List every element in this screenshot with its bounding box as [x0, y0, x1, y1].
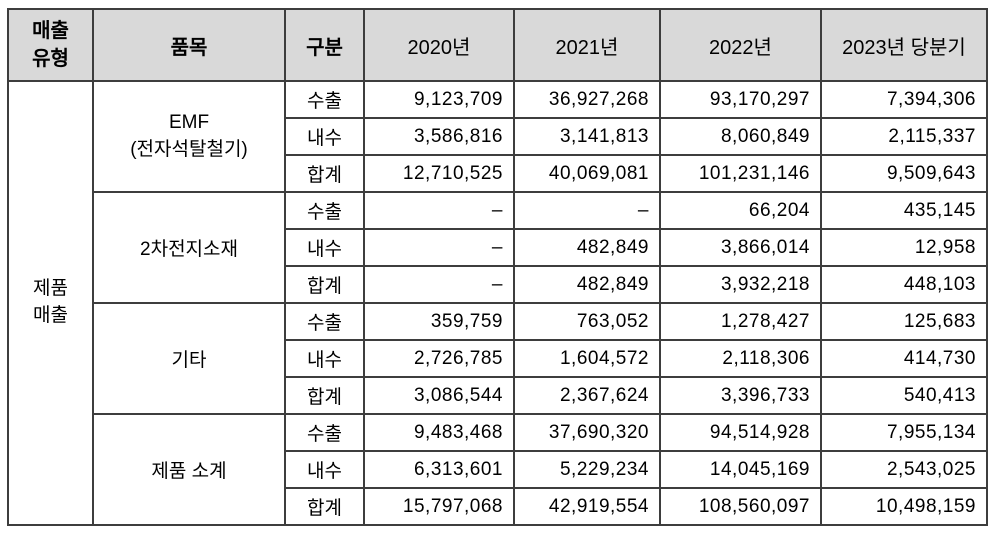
- cell-category: 합계: [284, 487, 365, 526]
- header-sales-type: 매출 유형: [7, 8, 94, 82]
- cell-value: 359,759: [363, 302, 515, 341]
- cell-value: 2,543,025: [820, 450, 988, 489]
- cell-value: 15,797,068: [363, 487, 515, 526]
- cell-value: 482,849: [513, 228, 661, 267]
- cell-value: 448,103: [820, 265, 988, 304]
- cell-value: 10,498,159: [820, 487, 988, 526]
- cell-value: 108,560,097: [659, 487, 822, 526]
- header-year-2023-quarter: 2023년 당분기: [820, 8, 988, 82]
- cell-value: –: [363, 191, 515, 230]
- cell-item-emf: EMF (전자석탈철기): [92, 80, 286, 193]
- cell-value: 94,514,928: [659, 413, 822, 452]
- cell-value: 125,683: [820, 302, 988, 341]
- cell-value: 3,086,544: [363, 376, 515, 415]
- cell-item-battery-material: 2차전지소재: [92, 191, 286, 304]
- cell-item-product-subtotal: 제품 소계: [92, 413, 286, 526]
- table-row: 내수 – 482,849 3,866,014 12,958: [8, 228, 988, 267]
- header-item: 품목: [92, 8, 286, 82]
- header-year-2022: 2022년: [659, 8, 822, 82]
- cell-value: 3,866,014: [659, 228, 822, 267]
- cell-value: 93,170,297: [659, 80, 822, 119]
- cell-value: 3,396,733: [659, 376, 822, 415]
- cell-value: 9,509,643: [820, 154, 988, 193]
- cell-category: 내수: [284, 339, 365, 378]
- table-row: 기타 수출 359,759 763,052 1,278,427 125,683: [8, 302, 988, 415]
- cell-value: 7,394,306: [820, 80, 988, 119]
- cell-category: 수출: [284, 302, 365, 341]
- cell-value: 9,123,709: [363, 80, 515, 119]
- cell-value: 7,955,134: [820, 413, 988, 452]
- cell-category: 합계: [284, 265, 365, 304]
- table-row: 내수 3,586,816 3,141,813 8,060,849 2,115,3…: [8, 117, 988, 156]
- table-row: 내수 2,726,785 1,604,572 2,118,306 414,730: [8, 339, 988, 378]
- cell-category: 내수: [284, 228, 365, 267]
- cell-value: –: [363, 265, 515, 304]
- table-row: 2차전지소재 수출 – – 66,204 435,145: [8, 191, 988, 304]
- sales-breakdown-table: 매출 유형 품목 구분 2020년 2021년 2022년 2023년 당분기 …: [7, 8, 988, 526]
- cell-value: 8,060,849: [659, 117, 822, 156]
- cell-value: 2,115,337: [820, 117, 988, 156]
- cell-value: 42,919,554: [513, 487, 661, 526]
- cell-category: 수출: [284, 80, 365, 119]
- cell-category: 합계: [284, 154, 365, 193]
- cell-value: 435,145: [820, 191, 988, 230]
- cell-value: 14,045,169: [659, 450, 822, 489]
- cell-value: 5,229,234: [513, 450, 661, 489]
- table-row: 합계 15,797,068 42,919,554 108,560,097 10,…: [8, 487, 988, 526]
- cell-value: 540,413: [820, 376, 988, 415]
- cell-value: 3,932,218: [659, 265, 822, 304]
- cell-value: 2,726,785: [363, 339, 515, 378]
- cell-value: 3,141,813: [513, 117, 661, 156]
- header-row: 매출 유형 품목 구분 2020년 2021년 2022년 2023년 당분기: [7, 8, 988, 82]
- cell-value: 1,278,427: [659, 302, 822, 341]
- cell-value: 66,204: [659, 191, 822, 230]
- cell-value: 12,710,525: [363, 154, 515, 193]
- header-year-2020: 2020년: [363, 8, 515, 82]
- cell-value: 2,367,624: [513, 376, 661, 415]
- cell-value: –: [363, 228, 515, 267]
- table-row: 제품 매출 EMF (전자석탈철기) 수출 9,123,709 36,927,2…: [7, 80, 988, 526]
- cell-sales-type-product: 제품 매출: [7, 80, 94, 526]
- header-year-2021: 2021년: [513, 8, 661, 82]
- cell-value: 482,849: [513, 265, 661, 304]
- cell-category: 내수: [284, 450, 365, 489]
- cell-value: –: [513, 191, 661, 230]
- cell-value: 12,958: [820, 228, 988, 267]
- cell-value: 36,927,268: [513, 80, 661, 119]
- table-row: 내수 6,313,601 5,229,234 14,045,169 2,543,…: [8, 450, 988, 489]
- cell-value: 6,313,601: [363, 450, 515, 489]
- cell-value: 763,052: [513, 302, 661, 341]
- cell-value: 101,231,146: [659, 154, 822, 193]
- cell-category: 수출: [284, 191, 365, 230]
- header-category: 구분: [284, 8, 365, 82]
- table-row: 합계 12,710,525 40,069,081 101,231,146 9,5…: [8, 154, 988, 193]
- cell-value: 2,118,306: [659, 339, 822, 378]
- cell-category: 수출: [284, 413, 365, 452]
- cell-value: 37,690,320: [513, 413, 661, 452]
- cell-value: 40,069,081: [513, 154, 661, 193]
- cell-category: 합계: [284, 376, 365, 415]
- table-row: 제품 소계 수출 9,483,468 37,690,320 94,514,928…: [8, 413, 988, 526]
- cell-value: 414,730: [820, 339, 988, 378]
- cell-value: 9,483,468: [363, 413, 515, 452]
- cell-value: 1,604,572: [513, 339, 661, 378]
- cell-value: 3,586,816: [363, 117, 515, 156]
- table-row: 합계 3,086,544 2,367,624 3,396,733 540,413: [8, 376, 988, 415]
- table-row: 합계 – 482,849 3,932,218 448,103: [8, 265, 988, 304]
- cell-category: 내수: [284, 117, 365, 156]
- cell-item-etc: 기타: [92, 302, 286, 415]
